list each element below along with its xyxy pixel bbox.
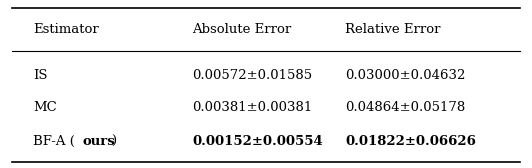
Text: Estimator: Estimator xyxy=(33,23,99,36)
Text: MC: MC xyxy=(33,101,57,114)
Text: Absolute Error: Absolute Error xyxy=(192,23,291,36)
Text: ): ) xyxy=(112,135,117,148)
Text: 0.01822±0.06626: 0.01822±0.06626 xyxy=(345,135,476,148)
Text: 0.00381±0.00381: 0.00381±0.00381 xyxy=(192,101,312,114)
Text: ours: ours xyxy=(83,135,115,148)
Text: 0.03000±0.04632: 0.03000±0.04632 xyxy=(345,69,466,82)
Text: 0.04864±0.05178: 0.04864±0.05178 xyxy=(345,101,466,114)
Text: IS: IS xyxy=(33,69,48,82)
Text: 0.00152±0.00554: 0.00152±0.00554 xyxy=(192,135,323,148)
Text: 0.00572±0.01585: 0.00572±0.01585 xyxy=(192,69,312,82)
Text: BF-A (: BF-A ( xyxy=(33,135,75,148)
Text: Relative Error: Relative Error xyxy=(345,23,441,36)
